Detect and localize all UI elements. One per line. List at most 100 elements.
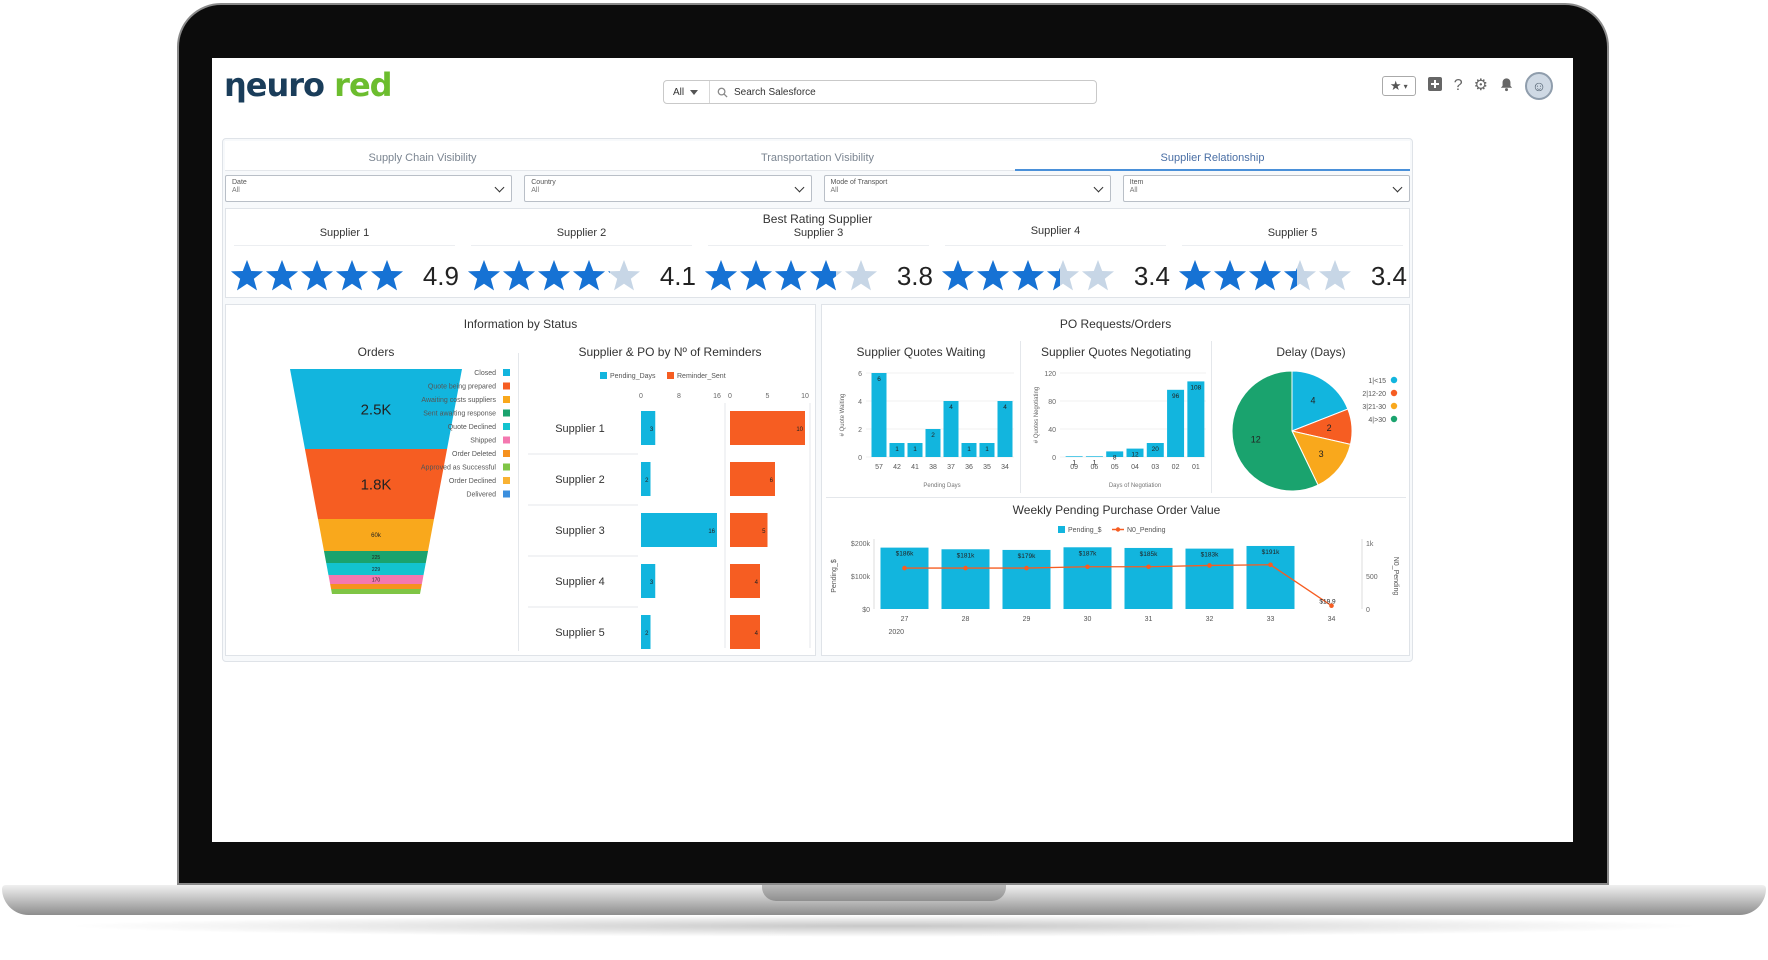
brand-logo[interactable]: ηeuro red: [224, 66, 393, 104]
data-label: $179k: [1018, 553, 1036, 560]
filter-label: Country: [531, 179, 556, 186]
data-label: 5: [762, 529, 766, 535]
rating-score: 3.4: [1133, 261, 1170, 291]
supplier-rating-card: Supplier 1 4.9: [226, 209, 463, 299]
bar: [907, 443, 923, 457]
category-label: Supplier 4: [555, 576, 605, 588]
category-label: Supplier 1: [555, 423, 605, 435]
favorites-button[interactable]: ★ ▾: [1381, 76, 1416, 96]
bar: [1146, 443, 1164, 457]
chevron-down-icon: ▾: [1403, 81, 1408, 91]
legend-label: Pending_$: [1068, 527, 1102, 534]
legend-label: Order Deleted: [452, 451, 496, 458]
tick-label: 41: [911, 464, 919, 471]
bar-reminder-sent: [730, 564, 760, 598]
bar-pending-days: [641, 462, 651, 496]
pie-slice: [1231, 370, 1319, 492]
tab-supplier-relationship[interactable]: Supplier Relationship: [1015, 141, 1410, 171]
add-icon[interactable]: [1427, 76, 1443, 96]
dashboard-tabs: Supply Chain Visibility Transportation V…: [225, 141, 1410, 171]
tick-label: 31: [1145, 616, 1153, 623]
tick-label: 34: [1328, 616, 1336, 623]
legend-swatch: [1115, 527, 1121, 532]
data-label: 10: [796, 427, 803, 433]
bar: [1085, 456, 1103, 457]
star-icon: [265, 259, 300, 293]
data-label: 3: [650, 580, 654, 586]
star-icon: [1213, 259, 1248, 293]
legend-swatch: [1390, 415, 1398, 423]
tick-label: 80: [1048, 399, 1056, 406]
tick-label: 0: [858, 455, 862, 462]
data-label: 4: [1310, 395, 1315, 405]
legend-label: N0_Pending: [1127, 527, 1166, 534]
star-rating: [230, 259, 405, 293]
data-label: 20: [1152, 446, 1160, 453]
panel-title: Information by Status: [463, 317, 578, 331]
tick-label: 2: [858, 427, 862, 434]
tick-label: 1k: [1366, 541, 1374, 548]
avatar[interactable]: ☺: [1525, 72, 1553, 100]
tick-label: 36: [965, 464, 973, 471]
tick-label: 0: [1052, 455, 1056, 462]
bar-pending-days: [641, 564, 656, 598]
bar: [1065, 456, 1083, 457]
gear-icon[interactable]: ⚙: [1473, 77, 1488, 94]
logo-word-1: ηeuro: [224, 66, 325, 104]
data-label: 1: [895, 446, 899, 453]
dashboard: Supply Chain Visibility Transportation V…: [222, 138, 1413, 662]
pie-slice: [1291, 370, 1349, 432]
chevron-down-icon: [690, 89, 699, 95]
tick-label: 120: [1044, 371, 1056, 378]
tick-label: 57: [875, 464, 883, 471]
bar-reminder-sent: [730, 513, 768, 547]
funnel-label: 60k: [371, 533, 382, 539]
axis-label: Pending Days: [923, 483, 960, 489]
supplier-name: Supplier 2: [556, 227, 607, 239]
legend-swatch: [503, 463, 510, 471]
rating-score: 4.9: [422, 261, 459, 291]
tab-transportation-visibility[interactable]: Transportation Visibility: [620, 141, 1015, 171]
date-filter[interactable]: Date All: [225, 175, 513, 202]
legend-swatch: [503, 382, 510, 390]
star-icon: [1081, 259, 1116, 293]
tab-supply-chain-visibility[interactable]: Supply Chain Visibility: [225, 141, 620, 171]
bar-reminder-sent: [730, 411, 805, 445]
star-icon: [1178, 259, 1213, 293]
pie-slice: [1291, 430, 1352, 486]
star-rating: [467, 259, 642, 293]
data-label: 8: [1113, 454, 1117, 461]
search-input[interactable]: [734, 81, 1096, 103]
tick-label: 02: [1172, 464, 1180, 471]
funnel-segment: [326, 563, 426, 575]
item-filter[interactable]: Item All: [1122, 175, 1410, 202]
filter-value: All: [232, 187, 240, 194]
tick-label: $0: [862, 607, 870, 614]
country-filter[interactable]: Country All: [524, 175, 812, 202]
tick-label: 01: [1192, 464, 1200, 471]
bar-reminder-sent: [730, 462, 775, 496]
funnel-label: 1.8K: [361, 476, 392, 493]
tick-label: 4: [858, 399, 862, 406]
filter-bar: Date All Country All Mode of Transport A…: [225, 175, 1410, 202]
filter-value: All: [531, 187, 540, 194]
data-label: 1: [985, 446, 989, 453]
bell-icon[interactable]: [1499, 77, 1514, 96]
divider: [1211, 341, 1212, 493]
tick-label: 0: [728, 393, 732, 400]
supplier-rating-card: Supplier 2 4.1: [463, 209, 700, 299]
bar-pending-days: [641, 411, 656, 445]
tick-label: 34: [1001, 464, 1009, 471]
divider: [708, 245, 929, 246]
star-icon: [1248, 259, 1283, 293]
help-icon[interactable]: ?: [1453, 77, 1463, 94]
line-point: [1329, 603, 1334, 608]
star-icon: [370, 259, 405, 293]
search-scope-dropdown[interactable]: All: [664, 81, 710, 103]
supplier-rating-card: Supplier 3 3.8: [700, 209, 937, 299]
mode-of-transport-filter[interactable]: Mode of Transport All: [823, 175, 1111, 202]
filter-value: All: [830, 187, 839, 194]
tick-label: 04: [1131, 464, 1139, 471]
legend-label: Pending_Days: [610, 373, 656, 380]
bar-pending-value: [1002, 549, 1051, 609]
